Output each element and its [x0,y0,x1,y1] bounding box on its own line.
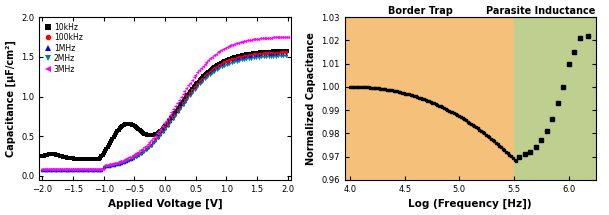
1MHz [39,169,46,172]
Legend: 10kHz, 100kHz, 1MHz, 2MHz, 3MHz: 10kHz, 100kHz, 1MHz, 2MHz, 3MHz [43,21,84,75]
2MHz [164,124,172,127]
3MHz [52,168,59,171]
3MHz [39,168,46,171]
100kHz [95,169,102,172]
Text: Parasite Inductance: Parasite Inductance [486,6,596,15]
Line: 100kHz: 100kHz [41,51,287,172]
Y-axis label: Capacitance [μF/cm²]: Capacitance [μF/cm²] [5,40,16,157]
1MHz [85,169,93,172]
2MHz [270,55,277,58]
2MHz [262,56,270,58]
3MHz [269,36,276,39]
1MHz [262,53,270,56]
1MHz [282,52,289,55]
Bar [345,17,514,180]
Line: 2MHz: 2MHz [41,54,287,172]
Line: 10kHz: 10kHz [41,49,289,161]
2MHz [184,98,191,100]
Bar [514,17,602,180]
3MHz [284,35,291,38]
2MHz [39,169,46,172]
10kHz [49,153,56,156]
100kHz [39,169,46,172]
1MHz [184,96,191,98]
X-axis label: Log (Frequency [Hz]): Log (Frequency [Hz]) [409,199,532,209]
3MHz [92,168,99,171]
2MHz [85,169,93,172]
100kHz [270,51,277,54]
100kHz [164,123,172,126]
10kHz [84,158,91,160]
Line: 3MHz: 3MHz [41,35,289,171]
1MHz [95,169,102,172]
10kHz [283,50,290,52]
Text: Border Trap: Border Trap [387,6,452,15]
2MHz [282,55,289,57]
2MHz [95,169,102,172]
10kHz [105,144,113,147]
1MHz [270,53,277,55]
Line: 1MHz: 1MHz [41,52,287,172]
100kHz [85,169,93,172]
3MHz [267,36,275,39]
100kHz [282,51,289,54]
X-axis label: Applied Voltage [V]: Applied Voltage [V] [108,199,222,209]
10kHz [54,154,61,156]
100kHz [184,95,191,98]
10kHz [95,158,102,160]
Y-axis label: Normalized Capacitance: Normalized Capacitance [306,32,315,165]
10kHz [39,155,46,157]
3MHz [133,152,140,154]
3MHz [100,168,107,171]
1MHz [164,123,172,126]
100kHz [262,52,270,55]
10kHz [264,51,271,53]
10kHz [272,50,280,53]
